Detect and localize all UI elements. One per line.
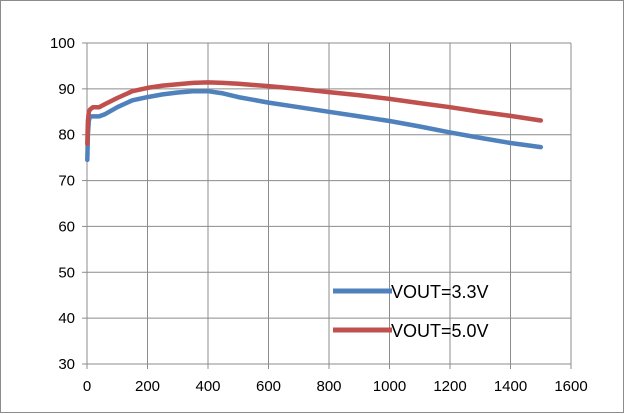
y-tick-label: 60 [58,218,75,235]
legend: VOUT=3.3V VOUT=5.0V [333,282,489,341]
x-tick-label: 0 [83,378,91,395]
x-tick-label: 1000 [373,378,406,395]
x-tick-label: 1600 [554,378,587,395]
x-tick-label: 400 [195,378,220,395]
x-tick-label: 600 [256,378,281,395]
y-tick-label: 50 [58,264,75,281]
series-lines [85,80,544,163]
y-tick-label: 100 [50,35,75,52]
x-tick-label: 800 [316,378,341,395]
y-tick-label: 90 [58,81,75,98]
y-tick-label: 80 [58,127,75,144]
legend-label-vout-3-3v: VOUT=3.3V [391,282,489,302]
legend-label-vout-5-0v: VOUT=5.0V [391,321,489,341]
x-tick-label: 1400 [494,378,527,395]
y-tick-label: 40 [58,310,75,327]
series-line-vout-5-0v [85,80,544,147]
axes [82,42,572,369]
y-tick-label: 30 [58,356,75,373]
series-line-vout-3-3v [85,88,544,163]
y-tick-label: 70 [58,173,75,190]
x-tick-label: 1200 [433,378,466,395]
x-tick-label: 200 [135,378,160,395]
